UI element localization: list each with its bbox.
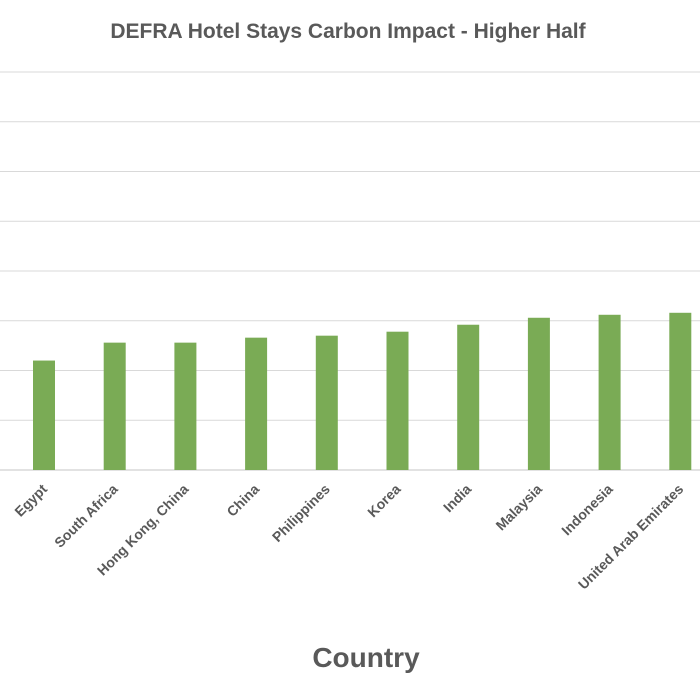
bar-south-africa: [103, 342, 126, 470]
bar-egypt: [33, 360, 55, 470]
bar-korea: [386, 331, 409, 470]
x-tick-label: Egypt: [11, 481, 50, 520]
x-tick-label: China: [223, 481, 262, 520]
bar-indonesia: [598, 314, 621, 470]
bar-india: [457, 324, 480, 470]
bar-hong-kong-china: [174, 342, 197, 470]
bars: [33, 312, 692, 470]
x-tick-label: Philippines: [269, 481, 333, 545]
x-axis-label: Country: [312, 642, 420, 673]
x-tick-label: India: [440, 481, 475, 516]
bar-china: [245, 337, 268, 470]
x-tick-label: South Africa: [51, 481, 121, 551]
x-tick-label: Malaysia: [492, 481, 545, 534]
bar-malaysia: [527, 317, 550, 470]
x-tick-label: Indonesia: [558, 481, 616, 539]
bar-united-arab-emirates: [669, 312, 692, 470]
chart-title: DEFRA Hotel Stays Carbon Impact - Higher…: [110, 20, 586, 43]
x-tick-label: Korea: [364, 481, 404, 521]
bar-philippines: [315, 335, 338, 470]
